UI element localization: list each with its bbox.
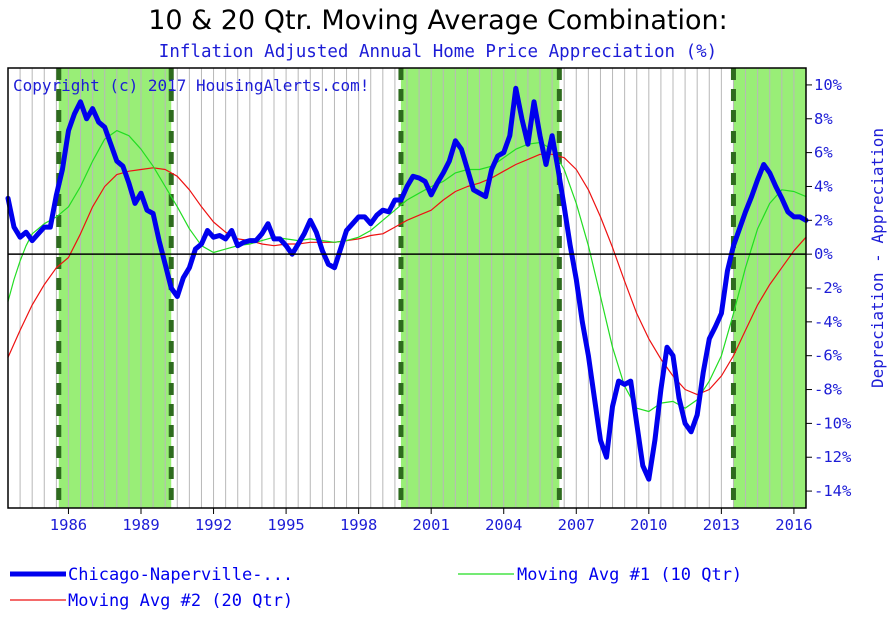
y-tick-label: -12% <box>814 448 852 466</box>
y-tick-label: -4% <box>814 313 843 331</box>
chart-subtitle: Inflation Adjusted Annual Home Price App… <box>159 42 717 62</box>
y-axis-label: Depreciation - Appreciation <box>868 128 887 388</box>
x-tick-label: 2001 <box>413 516 450 534</box>
series-line-ma10 <box>7 130 807 413</box>
x-axis-ticks: 1986 1989 1992 1995 1998 2001 2004 2007 2010 2013… <box>50 508 813 534</box>
vertical-gridlines <box>19 68 795 508</box>
legend-label-ma20: Moving Avg #2 (20 Qtr) <box>68 591 293 611</box>
legend-label-ma10: Moving Avg #1 (10 Qtr) <box>517 565 742 585</box>
y-tick-label: 2% <box>814 211 833 229</box>
shaded-period-0 <box>58 68 172 508</box>
y-tick-label: 4% <box>814 177 833 195</box>
y-tick-label: 0% <box>814 245 833 263</box>
series-lines <box>5 85 809 482</box>
shaded-period-1 <box>400 68 560 508</box>
x-tick-label: 1989 <box>122 516 159 534</box>
series-line-main <box>5 85 809 482</box>
legend-label-main: Chicago-Naperville-... <box>68 565 293 585</box>
x-tick-label: 2010 <box>630 516 667 534</box>
legend: Chicago-Naperville-... Moving Avg #1 (10… <box>10 565 742 611</box>
y-tick-label: -2% <box>814 279 843 297</box>
x-tick-label: 2004 <box>485 516 522 534</box>
y-tick-label: -6% <box>814 347 843 365</box>
x-tick-label: 2016 <box>775 516 812 534</box>
x-tick-label: 1986 <box>50 516 87 534</box>
y-tick-label: -8% <box>814 381 843 399</box>
y-tick-label: -14% <box>814 482 852 500</box>
y-axis-ticks: 10% 8% 6% 4% 2% 0% -2% -4% -6% -8% -10% -12% -14% <box>806 76 852 500</box>
x-tick-label: 1995 <box>267 516 304 534</box>
chart-title: 10 & 20 Qtr. Moving Average Combination: <box>148 5 728 36</box>
y-tick-label: 10% <box>814 76 843 94</box>
x-tick-label: 1998 <box>340 516 377 534</box>
y-tick-label: -10% <box>814 414 852 432</box>
y-tick-label: 8% <box>814 110 833 128</box>
x-tick-label: 2013 <box>703 516 740 534</box>
x-tick-label: 1992 <box>195 516 232 534</box>
copyright-text: Copyright (c) 2017 HousingAlerts.com! <box>13 76 369 95</box>
x-tick-label: 2007 <box>558 516 595 534</box>
y-tick-label: 6% <box>814 144 833 162</box>
series-line-ma20 <box>7 153 807 396</box>
